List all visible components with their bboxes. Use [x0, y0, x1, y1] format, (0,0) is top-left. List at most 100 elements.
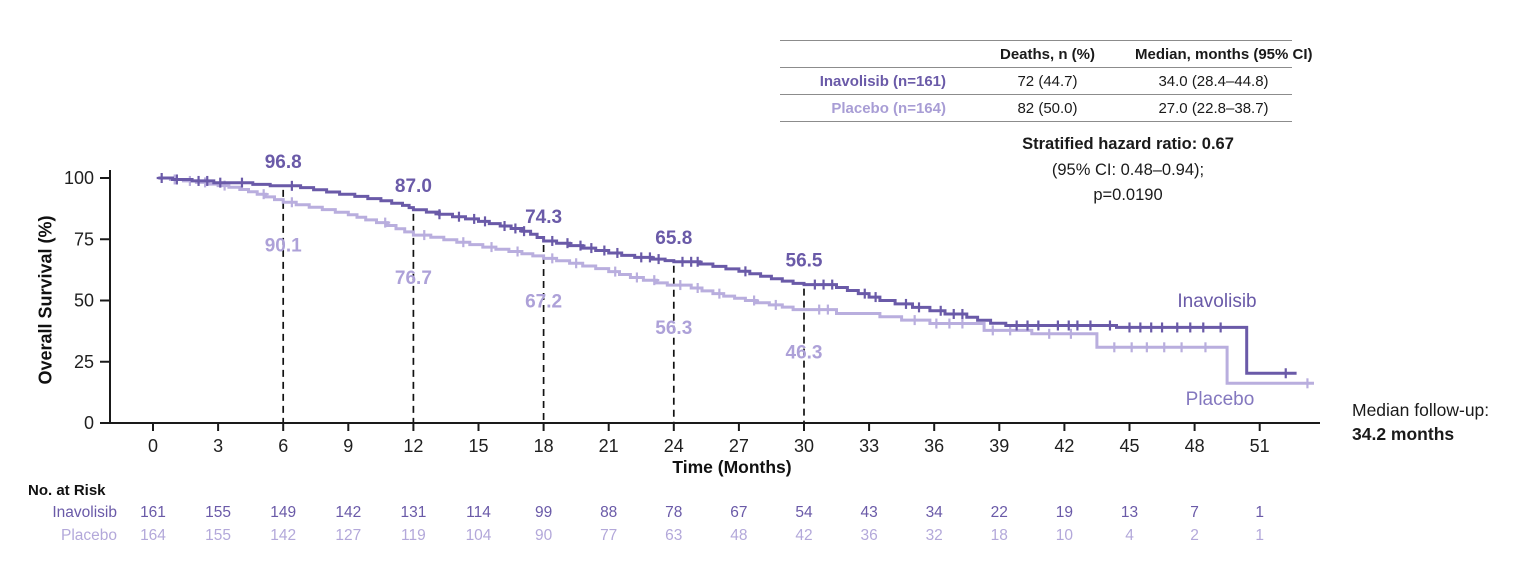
risk-value-inavolisib-9: 142: [335, 504, 362, 521]
risk-value-inavolisib-51: 1: [1255, 504, 1264, 521]
risk-value-inavolisib-45: 13: [1120, 504, 1139, 521]
risk-value-inavolisib-39: 22: [990, 504, 1008, 521]
risk-value-placebo-24: 63: [665, 527, 683, 544]
landmark-value-inavolisib-24: 65.8: [655, 228, 692, 249]
landmark-value-inavolisib-6: 96.8: [265, 152, 302, 173]
risk-value-inavolisib-36: 34: [925, 504, 943, 521]
risk-value-inavolisib-30: 54: [795, 504, 813, 521]
risk-value-placebo-51: 1: [1255, 527, 1264, 544]
risk-value-placebo-18: 90: [534, 527, 553, 544]
summary-row-inavolisib: Inavolisib (n=161) 72 (44.7) 34.0 (28.4–…: [780, 68, 1292, 95]
landmark-value-placebo-6: 90.1: [265, 235, 302, 256]
x-tick-label-36: 36: [924, 436, 944, 456]
risk-value-inavolisib-18: 99: [534, 504, 553, 521]
y-tick-label-0: 0: [84, 413, 94, 433]
x-tick-label-0: 0: [148, 436, 158, 456]
x-tick-label-15: 15: [468, 436, 488, 456]
landmark-value-inavolisib-30: 56.5: [786, 251, 823, 272]
y-tick-label-50: 50: [74, 291, 94, 311]
x-tick-label-21: 21: [599, 436, 619, 456]
y-tick-label-25: 25: [74, 352, 94, 372]
curve-label-inavolisib: Inavolisib: [1177, 291, 1257, 312]
summary-row-label-inavolisib: Inavolisib (n=161): [819, 72, 946, 90]
landmark-value-placebo-24: 56.3: [655, 318, 692, 339]
risk-value-inavolisib-33: 43: [860, 504, 878, 521]
summary-row-placebo: Placebo (n=164) 82 (50.0) 27.0 (22.8–38.…: [780, 95, 1292, 122]
summary-table: Deaths, n (%) Median, months (95% CI) In…: [780, 40, 1313, 122]
x-tick-label-45: 45: [1119, 436, 1139, 456]
risk-value-inavolisib-12: 131: [400, 504, 427, 521]
risk-value-placebo-12: 119: [401, 527, 426, 544]
risk-value-placebo-27: 48: [730, 527, 748, 544]
summary-row-label-placebo: Placebo (n=164): [831, 99, 946, 117]
risk-value-placebo-9: 127: [335, 527, 362, 544]
x-tick-label-24: 24: [664, 436, 684, 456]
x-tick-label-42: 42: [1054, 436, 1074, 456]
landmark-value-placebo-30: 46.3: [786, 343, 823, 364]
landmark-value-inavolisib-18: 74.3: [525, 207, 562, 228]
hazard-ratio-line1: Stratified hazard ratio: 0.67: [1022, 135, 1234, 153]
risk-value-placebo-6: 142: [270, 527, 297, 544]
summary-table-header-row: Deaths, n (%) Median, months (95% CI): [780, 41, 1313, 68]
risk-row-label-placebo: Placebo: [60, 527, 117, 544]
risk-value-inavolisib-24: 78: [665, 504, 683, 521]
x-tick-label-12: 12: [403, 436, 423, 456]
summary-cell-median-placebo: 27.0 (22.8–38.7): [1158, 99, 1269, 117]
x-tick-label-27: 27: [729, 436, 749, 456]
placebo-km-path: [158, 176, 1314, 385]
risk-value-placebo-3: 155: [205, 527, 232, 544]
risk-value-placebo-39: 18: [990, 527, 1008, 544]
x-tick-label-51: 51: [1250, 436, 1270, 456]
risk-value-placebo-30: 42: [795, 527, 813, 544]
hazard-ratio-block: Stratified hazard ratio: 0.67 (95% CI: 0…: [960, 132, 1296, 209]
followup-note: Median follow-up: 34.2 months: [1352, 398, 1489, 446]
x-tick-label-39: 39: [989, 436, 1009, 456]
y-tick-label-75: 75: [74, 229, 94, 249]
landmark-value-inavolisib-12: 87.0: [395, 176, 432, 197]
x-tick-label-30: 30: [794, 436, 814, 456]
risk-row-label-inavolisib: Inavolisib: [52, 504, 117, 521]
summary-cell-deaths-inavolisib: 72 (44.7): [1017, 72, 1078, 90]
risk-value-inavolisib-21: 88: [600, 504, 618, 521]
followup-value: 34.2 months: [1352, 424, 1455, 444]
risk-value-placebo-48: 2: [1190, 527, 1199, 544]
x-axis-title: Time (Months): [672, 457, 792, 477]
y-axis-title: Overall Survival (%): [35, 215, 56, 385]
landmark-annotations: 96.8 90.1 87.0 76.7 74.3 67.2 65.8 56.3 56.5 46.3: [265, 152, 823, 364]
followup-label: Median follow-up:: [1352, 400, 1490, 420]
x-tick-label-33: 33: [859, 436, 879, 456]
landmark-value-placebo-18: 67.2: [525, 291, 562, 312]
hazard-ratio-line2: (95% CI: 0.48–0.94);: [1051, 160, 1205, 179]
risk-value-inavolisib-3: 155: [205, 504, 232, 521]
x-tick-label-6: 6: [278, 436, 288, 456]
risk-value-placebo-45: 4: [1125, 527, 1134, 544]
risk-table-title: No. at Risk: [28, 482, 106, 499]
inavolisib-curve: [156, 173, 1297, 379]
risk-value-placebo-0: 164: [140, 527, 166, 544]
risk-value-inavolisib-0: 161: [140, 504, 166, 521]
summary-col-header-median: Median, months (95% CI): [1135, 45, 1313, 63]
summary-col-header-deaths: Deaths, n (%): [999, 45, 1095, 63]
risk-value-placebo-15: 104: [465, 527, 492, 544]
risk-value-placebo-36: 32: [925, 527, 943, 544]
x-tick-label-3: 3: [213, 436, 223, 456]
risk-value-inavolisib-42: 19: [1055, 504, 1074, 521]
risk-value-placebo-21: 77: [600, 527, 618, 544]
x-tick-label-9: 9: [343, 436, 353, 456]
risk-value-inavolisib-48: 7: [1190, 504, 1199, 521]
risk-value-inavolisib-27: 67: [730, 504, 748, 521]
risk-value-inavolisib-15: 114: [466, 504, 491, 521]
y-tick-label-100: 100: [64, 168, 94, 188]
risk-value-placebo-42: 10: [1055, 527, 1074, 544]
hazard-ratio-line3: p=0.0190: [1093, 186, 1163, 204]
summary-cell-deaths-placebo: 82 (50.0): [1017, 99, 1078, 117]
inavolisib-km-path: [158, 176, 1297, 375]
risk-value-placebo-33: 36: [860, 527, 878, 544]
landmark-lines: [282, 189, 805, 423]
landmark-value-placebo-12: 76.7: [395, 268, 432, 289]
curve-label-placebo: Placebo: [1185, 389, 1255, 410]
summary-cell-median-inavolisib: 34.0 (28.4–44.8): [1158, 72, 1269, 90]
